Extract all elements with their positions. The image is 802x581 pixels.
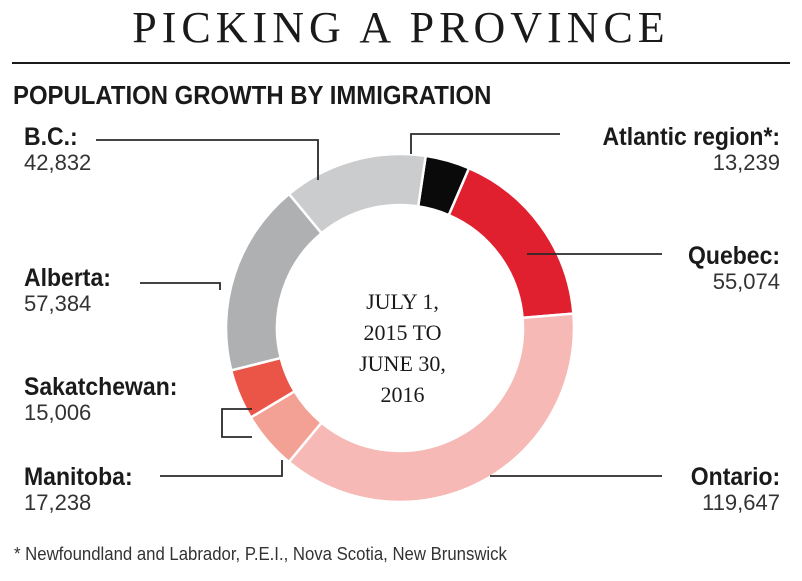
label-alberta: Alberta: 57,384 bbox=[24, 265, 118, 317]
slice-alberta bbox=[224, 192, 324, 372]
label-manitoba-value: 17,238 bbox=[24, 490, 92, 515]
label-saskatchewan-name: Sakatchewan: bbox=[24, 373, 178, 401]
page-title: PICKING A PROVINCE bbox=[132, 3, 670, 52]
footnote: * Newfoundland and Labrador, P.E.I., Nov… bbox=[14, 544, 507, 564]
label-ontario-name: Ontario: bbox=[690, 463, 780, 491]
slice-ontario bbox=[287, 312, 576, 504]
leader-atlantic bbox=[410, 133, 560, 154]
label-saskatchewan-value: 15,006 bbox=[24, 400, 92, 425]
label-saskatchewan: Sakatchewan: 15,006 bbox=[24, 374, 191, 426]
label-atlantic: Atlantic region*: 13,239 bbox=[587, 124, 780, 176]
label-quebec-name: Quebec: bbox=[687, 242, 780, 270]
label-ontario: Ontario: 119,647 bbox=[683, 464, 780, 516]
leader-saskatchewan bbox=[221, 408, 252, 438]
leader-lines bbox=[96, 133, 662, 477]
center-date-label: JULY 1, 2015 TO JUNE 30, 2016 bbox=[330, 286, 475, 410]
label-ontario-value: 119,647 bbox=[702, 490, 780, 515]
slice-bc bbox=[287, 152, 428, 236]
label-alberta-value: 57,384 bbox=[24, 291, 92, 316]
label-bc: B.C.: 42,832 bbox=[24, 124, 91, 176]
leader-bc bbox=[96, 139, 319, 180]
label-atlantic-name: Atlantic region*: bbox=[602, 123, 780, 151]
label-bc-name: B.C.: bbox=[24, 123, 78, 151]
leader-alberta bbox=[140, 282, 221, 290]
label-bc-value: 42,832 bbox=[24, 150, 92, 175]
label-quebec: Quebec: 55,074 bbox=[680, 243, 780, 295]
label-manitoba-name: Manitoba: bbox=[24, 463, 133, 491]
label-atlantic-value: 13,239 bbox=[712, 150, 780, 175]
center-line-3: JUNE 30, bbox=[359, 351, 446, 376]
donut-slices bbox=[224, 152, 576, 504]
label-manitoba: Manitoba: 17,238 bbox=[24, 464, 142, 516]
center-line-1: JULY 1, bbox=[366, 289, 439, 314]
center-line-4: 2016 bbox=[380, 382, 425, 407]
center-line-2: 2015 TO bbox=[363, 320, 442, 345]
title-divider bbox=[12, 62, 790, 64]
label-alberta-name: Alberta: bbox=[24, 264, 111, 292]
leader-manitoba bbox=[160, 460, 283, 477]
chart-subtitle: POPULATION GROWTH BY IMMIGRATION bbox=[13, 80, 492, 110]
label-quebec-value: 55,074 bbox=[712, 269, 780, 294]
